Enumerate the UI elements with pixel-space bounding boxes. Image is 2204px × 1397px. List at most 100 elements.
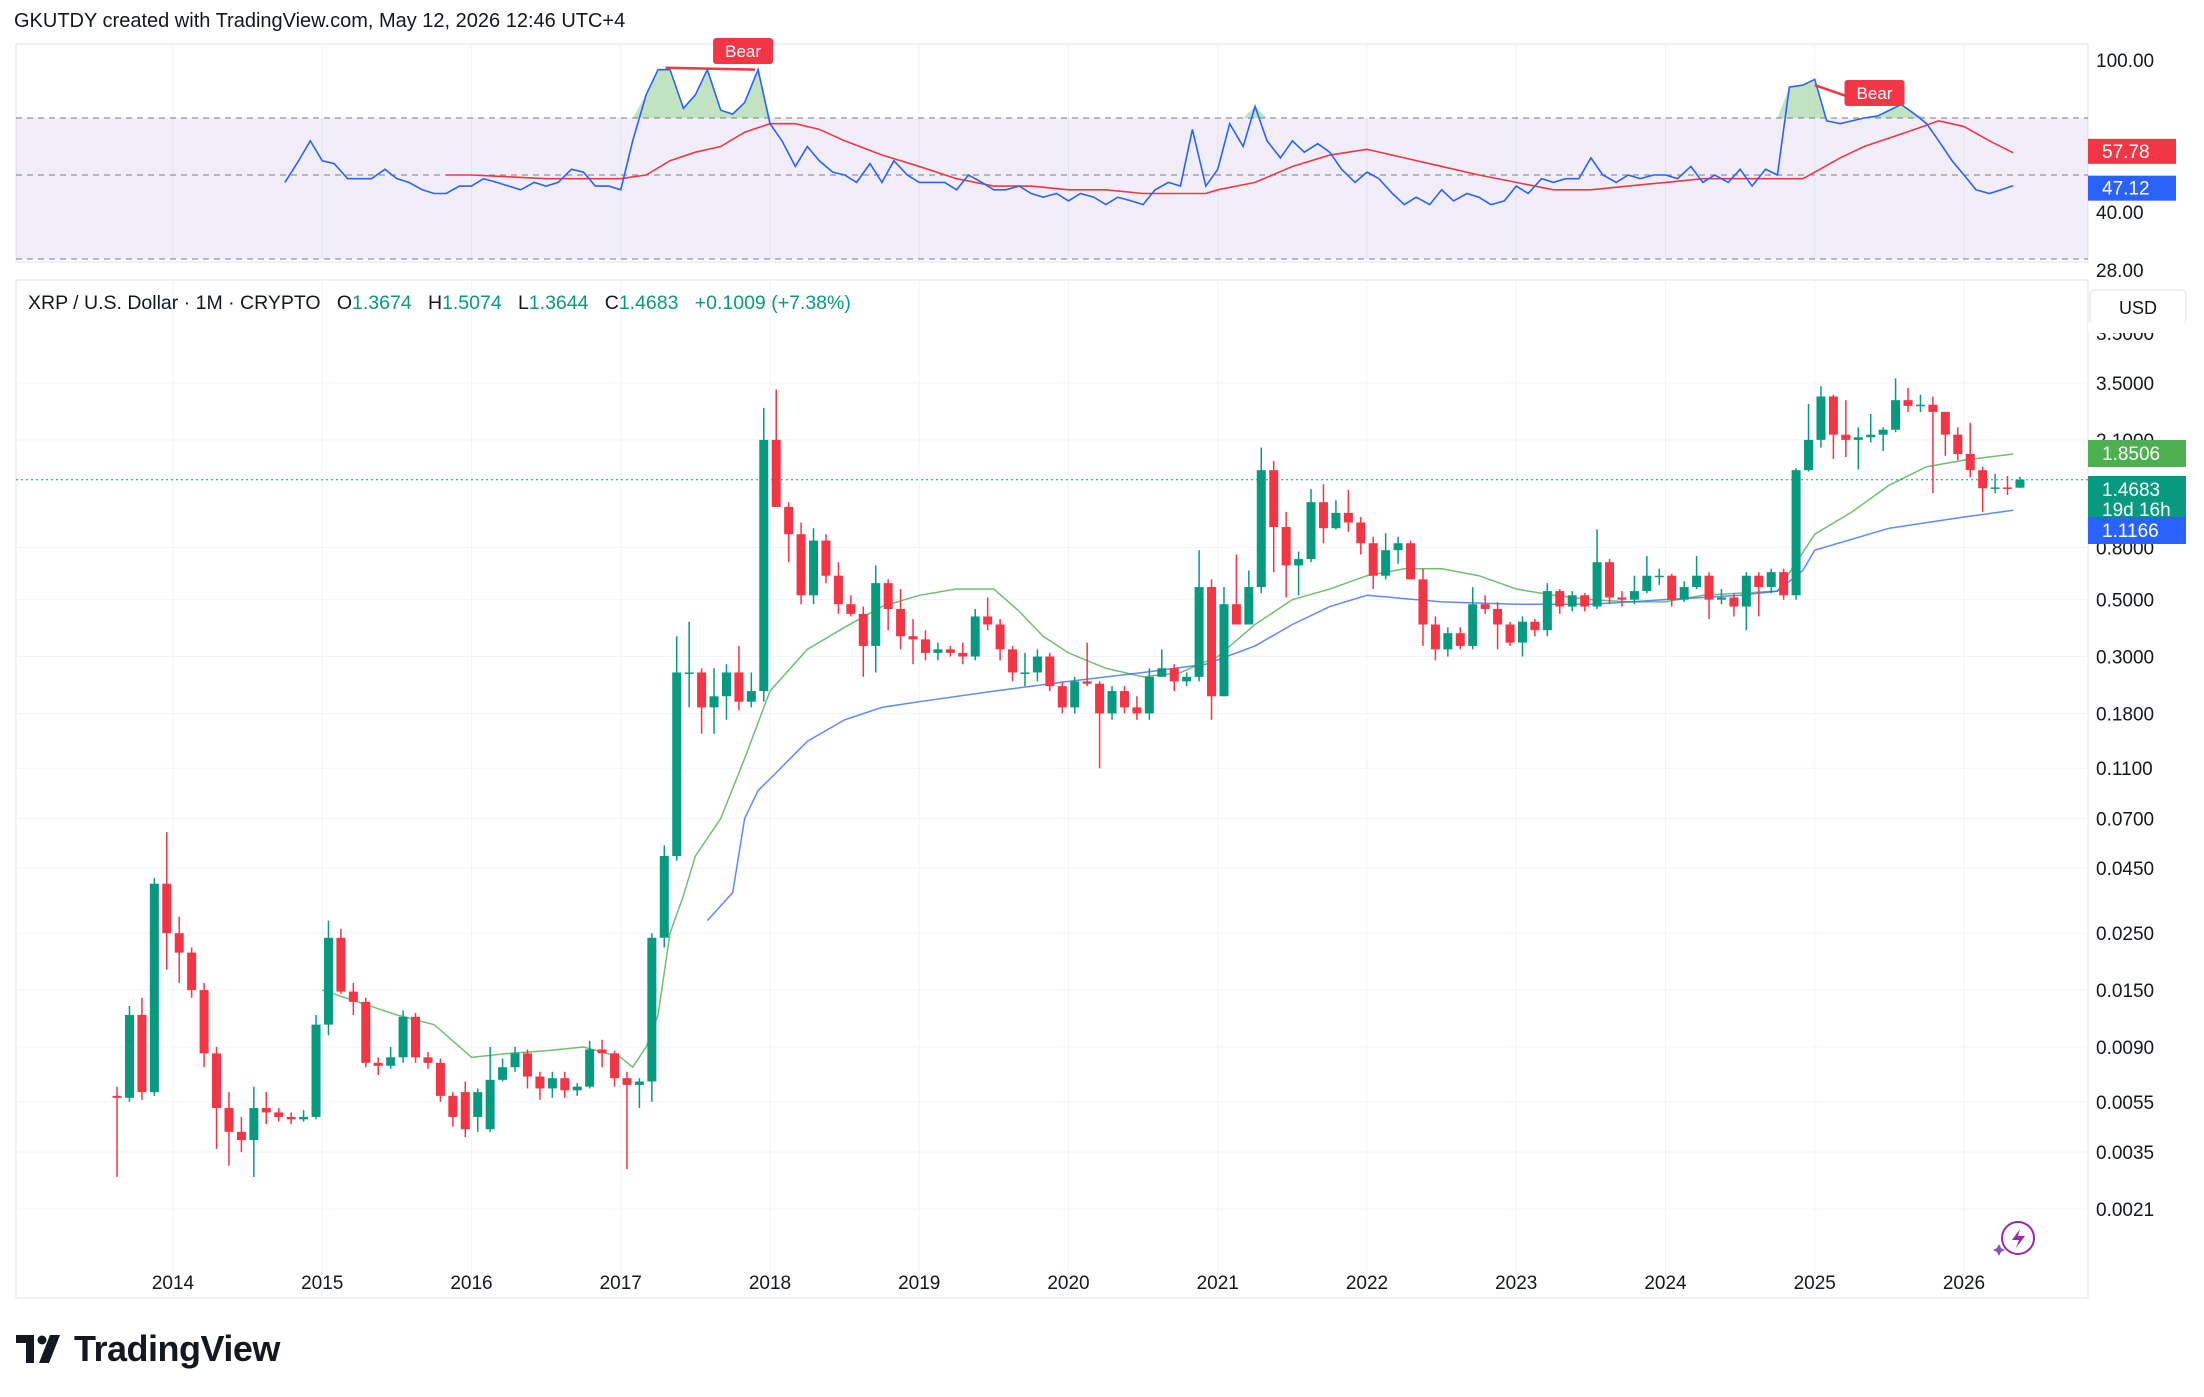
currency-button[interactable]: USD [2119,298,2157,318]
candle-body [1020,672,1030,674]
candle-body [734,672,744,702]
candle [1940,411,1950,456]
candle-body [1368,543,1378,576]
candle [1057,681,1067,714]
candle-body [1716,597,1726,600]
candle [274,1108,284,1122]
candle [1530,619,1540,637]
candle-body [299,1116,309,1120]
candle-body [920,639,930,653]
candle-body [1306,502,1316,560]
candle-body [323,937,333,1025]
candle-body [1841,434,1851,440]
candle-body [1356,522,1366,544]
candle-body [1381,550,1391,576]
axis-layer: 100.0040.0028.0057.7847.12USD3.50002.100… [152,51,2198,1294]
candle [2015,476,2025,488]
candle [1903,387,1913,412]
candle [1517,616,1527,657]
candle-body [1542,591,1552,631]
candle-body [871,583,881,646]
candle-body [896,608,906,637]
candle-body [1704,575,1714,600]
candle-body [958,652,968,657]
candle-body [1455,633,1465,646]
candle-body [1119,691,1129,708]
rsi-pane: Bear Bear [15,38,2089,263]
candle-body [1866,434,1876,438]
candle-body [995,624,1005,650]
candle-body [510,1053,520,1068]
spark-icon-ring [2001,1221,2035,1255]
price-label-box [2088,440,2186,467]
low-value: 1.3644 [528,292,589,314]
candle [1878,427,1888,452]
candle [1157,649,1167,677]
candle-body [224,1108,234,1132]
candle-body [423,1057,433,1063]
change-value: +0.1009 (+7.38%) [694,292,851,314]
tradingview-logo[interactable]: TradingView [16,1328,280,1370]
candle [373,1057,383,1075]
candle-body [373,1062,383,1066]
price-axis-tick: 0.1800 [2096,704,2154,725]
candle-body [1095,683,1105,714]
candle [684,621,694,708]
candle [784,502,794,563]
candle-body [336,937,346,992]
candle [187,947,197,998]
candle-body [460,1092,470,1130]
candle-body [1343,512,1353,523]
candle [1119,686,1129,714]
high-label: H [427,292,443,314]
candle [348,982,358,1015]
candle [1754,572,1764,617]
candle [1779,568,1789,600]
candle-body [1754,575,1764,588]
candle [585,1040,595,1089]
price-axis-tick: 0.0150 [2096,981,2154,1002]
candle-body [784,506,794,535]
candle [1605,559,1615,605]
candle [970,608,980,661]
candle [1231,554,1241,625]
candle [610,1050,620,1087]
candle [983,597,993,631]
candle-body [1256,470,1266,588]
candle [174,916,184,983]
symbol-name[interactable]: XRP / U.S. Dollar · 1M · CRYPTO [28,292,321,314]
price-axis-tick: 0.0090 [2096,1038,2154,1059]
rsi-last-value-box [2088,175,2176,201]
spark-icon[interactable] [1993,1221,2035,1256]
candle [746,672,756,708]
candle [1182,672,1192,687]
candle-body [796,534,806,596]
candle [149,878,159,1096]
candle-body [1779,572,1789,596]
candle-body [1008,649,1018,673]
candle-body [647,937,657,1082]
candle-body [622,1078,632,1085]
time-axis-tick: 2016 [450,1273,492,1294]
rsi-last-value-box [2088,138,2176,164]
candle [1443,627,1453,657]
candle [1654,568,1664,586]
candle [1194,550,1204,682]
candle-body [1032,656,1042,673]
time-axis-tick: 2022 [1346,1273,1388,1294]
candle [721,664,731,720]
low-label: L [517,292,529,314]
candle [933,642,943,661]
candle-body [572,1086,582,1091]
candle [846,595,856,617]
candle [1990,473,2000,494]
candle [1393,536,1403,564]
candle [522,1049,532,1089]
candle-body [2003,487,2013,489]
candle [1629,575,1639,605]
candle-body [411,1016,421,1058]
candle-body [1766,572,1776,588]
price-pane [15,279,2089,1299]
candle-body [560,1078,570,1091]
